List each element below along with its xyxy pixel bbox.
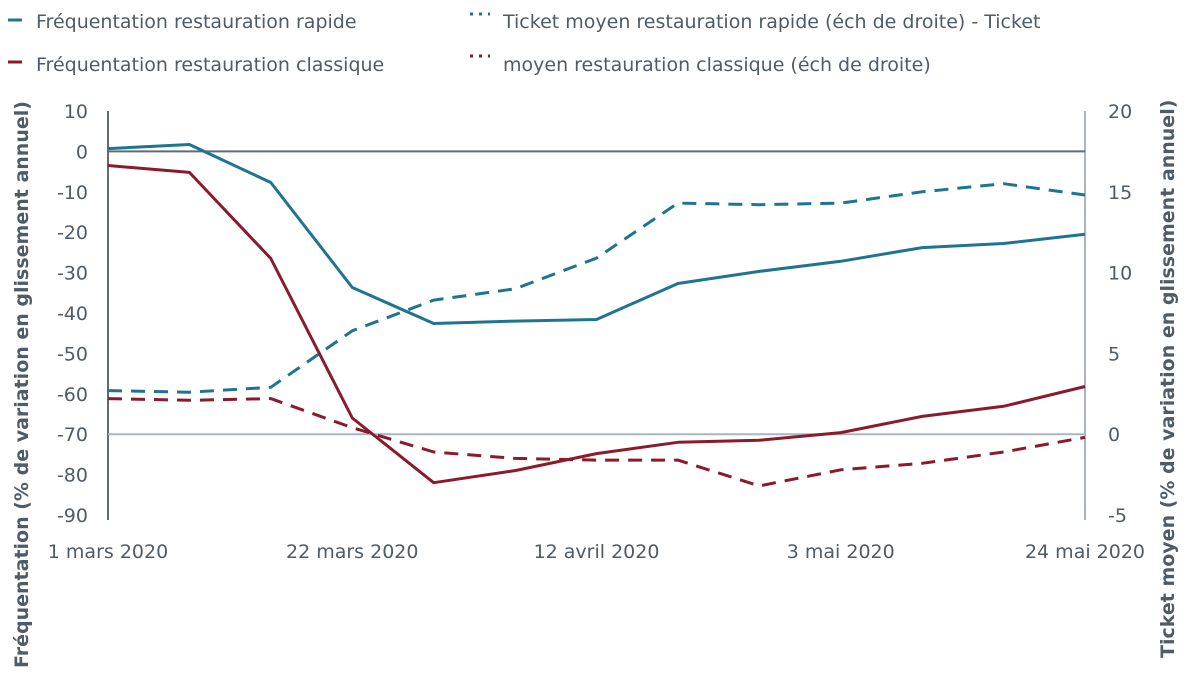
- y-tick-label-left: -70: [57, 424, 88, 446]
- x-tick-label: 3 mai 2020: [787, 541, 895, 563]
- x-tick-label: 24 mai 2020: [1025, 541, 1145, 563]
- y-tick-label-left: -40: [57, 303, 88, 325]
- legend-label: Fréquentation restauration rapide: [36, 11, 357, 33]
- y-tick-label-right: 10: [1108, 263, 1132, 285]
- y-tick-label-right: 20: [1108, 101, 1132, 123]
- x-tick-label: 1 mars 2020: [48, 541, 168, 563]
- y-tick-label-left: -20: [57, 222, 88, 244]
- series-line-3: [107, 397, 1086, 488]
- y-axis-label-left: Fréquentation (% de variation en glissem…: [11, 101, 33, 668]
- x-tick-label: 22 mars 2020: [286, 541, 418, 563]
- y-tick-label-left: -30: [57, 263, 88, 285]
- legend: Fréquentation restauration rapide Fréque…: [8, 11, 1040, 76]
- legend-label: moyen restauration classique (éch de dro…: [503, 54, 931, 76]
- y-axis-label-right: Ticket moyen (% de variation en glisseme…: [1157, 100, 1179, 658]
- y-tick-label-left: -60: [57, 384, 88, 406]
- y-tick-label-left: -10: [57, 182, 88, 204]
- series-line-0: [107, 143, 1086, 325]
- y-tick-label-left: -80: [57, 465, 88, 487]
- y-tick-label-left: 10: [64, 101, 88, 123]
- x-tick-label: 12 avril 2020: [534, 541, 660, 563]
- y-tick-label-left: -50: [57, 343, 88, 365]
- y-tick-label-right: 5: [1108, 343, 1120, 365]
- legend-label: Fréquentation restauration classique: [36, 54, 384, 76]
- y-tick-label-right: -5: [1108, 505, 1127, 527]
- y-tick-label-left: -90: [57, 505, 88, 527]
- y-tick-label-right: 15: [1108, 182, 1132, 204]
- y-tick-label-left: 0: [76, 141, 88, 163]
- y-tick-label-right: 0: [1108, 424, 1120, 446]
- legend-label: Ticket moyen restauration rapide (éch de…: [502, 11, 1040, 33]
- series-line-2: [107, 182, 1086, 394]
